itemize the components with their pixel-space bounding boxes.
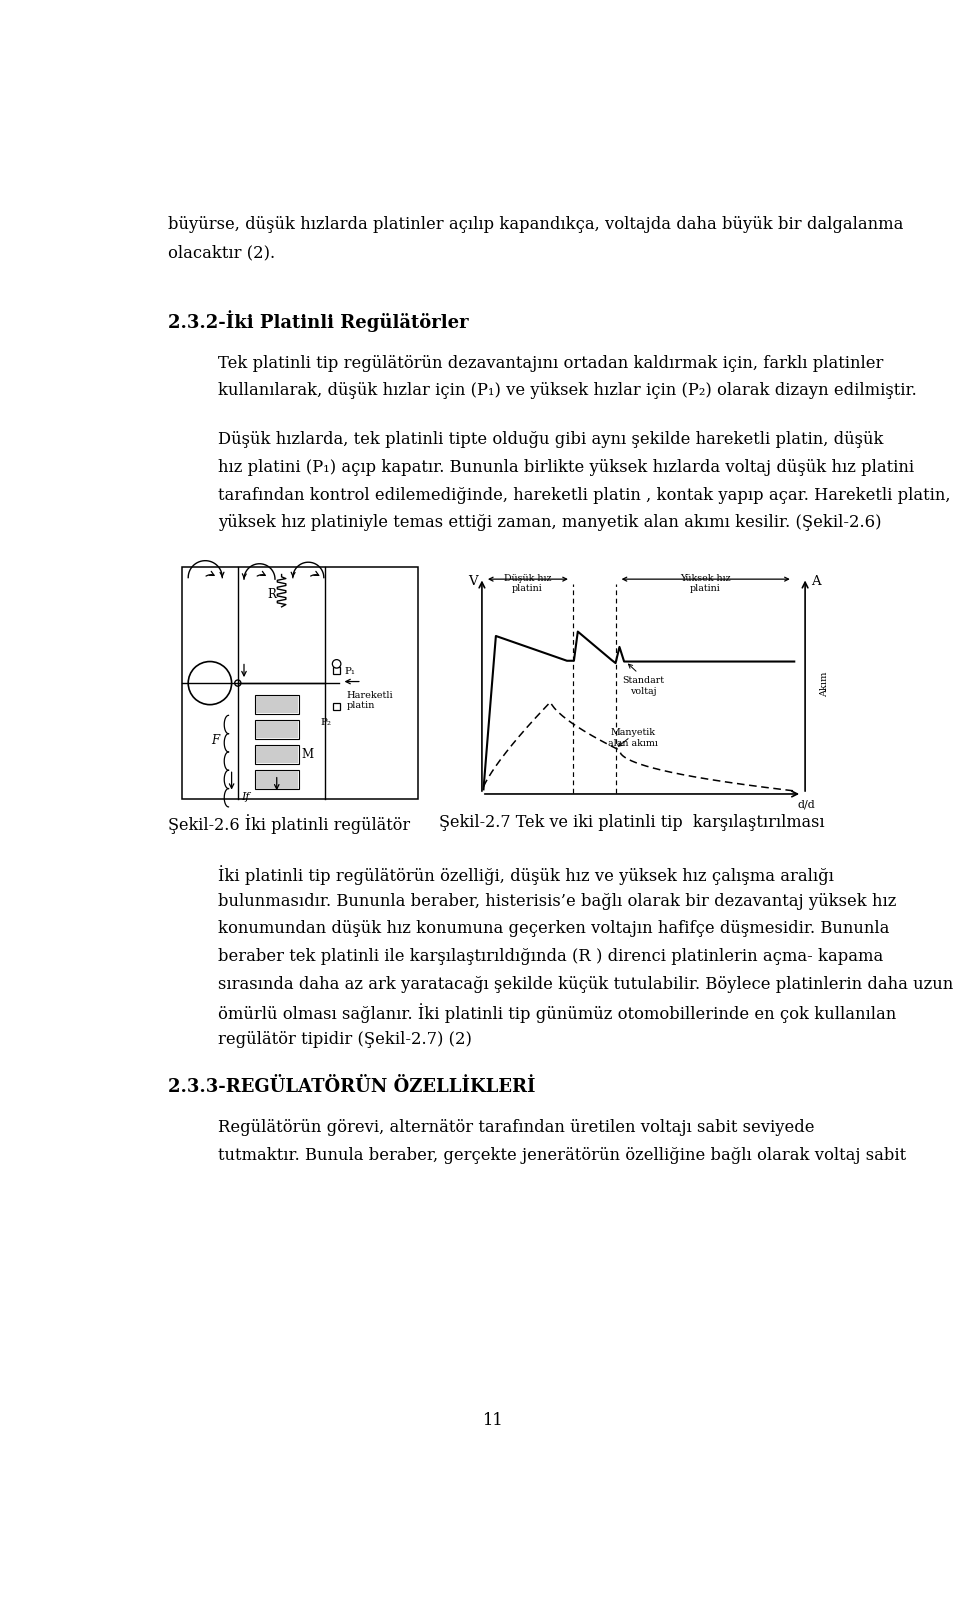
- Bar: [182, 566, 419, 800]
- Bar: [254, 721, 299, 738]
- Text: Düşük hızlarda, tek platinli tipte olduğu gibi aynı şekilde hareketli platin, dü: Düşük hızlarda, tek platinli tipte olduğ…: [219, 432, 884, 448]
- Text: If: If: [241, 792, 250, 802]
- Bar: [333, 703, 340, 709]
- Text: hız platini (P₁) açıp kapatır. Bununla birlikte yüksek hızlarda voltaj düşük hız: hız platini (P₁) açıp kapatır. Bununla b…: [219, 459, 915, 476]
- Text: Tek platinli tip regülätörün dezavantajını ortadan kaldırmak için, farklı platin: Tek platinli tip regülätörün dezavantajı…: [219, 355, 884, 372]
- Text: Standart
voltaj: Standart voltaj: [622, 677, 664, 696]
- Text: d/d: d/d: [798, 800, 816, 810]
- Text: Yüksek hız
platini: Yüksek hız platini: [680, 575, 731, 592]
- Text: tarafından kontrol edilemediğinde, hareketli platin , kontak yapıp açar. Hareket: tarafından kontrol edilemediğinde, harek…: [219, 487, 951, 503]
- Text: beraber tek platinli ile karşılaştırıldığında (R ) direnci platinlerin açma- kap: beraber tek platinli ile karşılaştırıldı…: [219, 948, 883, 966]
- Circle shape: [234, 680, 241, 687]
- Text: kullanılarak, düşük hızlar için (P₁) ve yüksek hızlar için (P₂) olarak dizayn ed: kullanılarak, düşük hızlar için (P₁) ve …: [219, 383, 917, 399]
- Text: yüksek hız platiniyle temas ettiği zaman, manyetik alan akımı kesilir. (Şekil-2.: yüksek hız platiniyle temas ettiği zaman…: [219, 514, 882, 531]
- Text: regülätör tipidir (Şekil-2.7) (2): regülätör tipidir (Şekil-2.7) (2): [219, 1031, 472, 1048]
- Text: Şekil-2.7 Tek ve iki platinli tip  karşılaştırılması: Şekil-2.7 Tek ve iki platinli tip karşıl…: [440, 815, 825, 831]
- Bar: [254, 745, 299, 764]
- Bar: [255, 747, 298, 763]
- Bar: [333, 667, 340, 674]
- Text: bulunmasıdır. Bununla beraber, histerisis’e bağlı olarak bir dezavantaj yüksek h: bulunmasıdır. Bununla beraber, histerisi…: [219, 893, 897, 911]
- Text: Şekil-2.6 İki platinli regülätör: Şekil-2.6 İki platinli regülätör: [168, 815, 410, 834]
- Text: P₂: P₂: [321, 717, 332, 727]
- Text: M: M: [301, 748, 314, 761]
- Text: A: A: [811, 575, 821, 588]
- Text: İki platinli tip regülätörün özelliği, düşük hız ve yüksek hız çalışma aralığı: İki platinli tip regülätörün özelliği, d…: [219, 865, 834, 885]
- Text: ömürlü olması sağlanır. İki platinli tip günümüz otomobillerinde en çok kullanıl: ömürlü olması sağlanır. İki platinli tip…: [219, 1003, 897, 1022]
- Bar: [255, 721, 298, 738]
- Bar: [255, 771, 298, 789]
- Circle shape: [332, 659, 341, 669]
- Text: konumundan düşük hız konumuna geçerken voltajın hafifçe düşmesidir. Bununla: konumundan düşük hız konumuna geçerken v…: [219, 920, 890, 938]
- Text: Regülätörün görevi, alternätör tarafından üretilen voltajı sabit seviyede: Regülätörün görevi, alternätör tarafında…: [219, 1120, 815, 1136]
- Text: 11: 11: [482, 1412, 502, 1430]
- Text: P₁: P₁: [345, 667, 356, 677]
- Bar: [254, 771, 299, 789]
- Bar: [255, 696, 298, 712]
- Text: R: R: [268, 589, 276, 602]
- Text: Manyetik
alan akımı: Manyetik alan akımı: [609, 729, 659, 748]
- Text: 2.3.3-REGÜLATÖRÜN ÖZELLİKLERİ: 2.3.3-REGÜLATÖRÜN ÖZELLİKLERİ: [168, 1078, 536, 1096]
- Text: Akım: Akım: [820, 672, 829, 696]
- Text: Hareketli
platin: Hareketli platin: [347, 691, 393, 711]
- Text: Düşük hız
platini: Düşük hız platini: [504, 575, 551, 592]
- Text: 2.3.2-İki Platinli Regülätörler: 2.3.2-İki Platinli Regülätörler: [168, 310, 468, 333]
- Text: V: V: [468, 575, 477, 588]
- Text: sırasında daha az ark yaratacağı şekilde küçük tutulabilir. Böylece platinlerin : sırasında daha az ark yaratacağı şekilde…: [219, 975, 953, 993]
- Bar: [254, 695, 299, 714]
- Text: olacaktır (2).: olacaktır (2).: [168, 243, 276, 261]
- Text: F: F: [211, 734, 220, 747]
- Text: büyürse, düşük hızlarda platinler açılıp kapandıkça, voltajda daha büyük bir dal: büyürse, düşük hızlarda platinler açılıp…: [168, 216, 903, 234]
- Text: tutmaktır. Bunula beraber, gerçekte jenerätörün özelliğine bağlı olarak voltaj s: tutmaktır. Bunula beraber, gerçekte jene…: [219, 1146, 906, 1164]
